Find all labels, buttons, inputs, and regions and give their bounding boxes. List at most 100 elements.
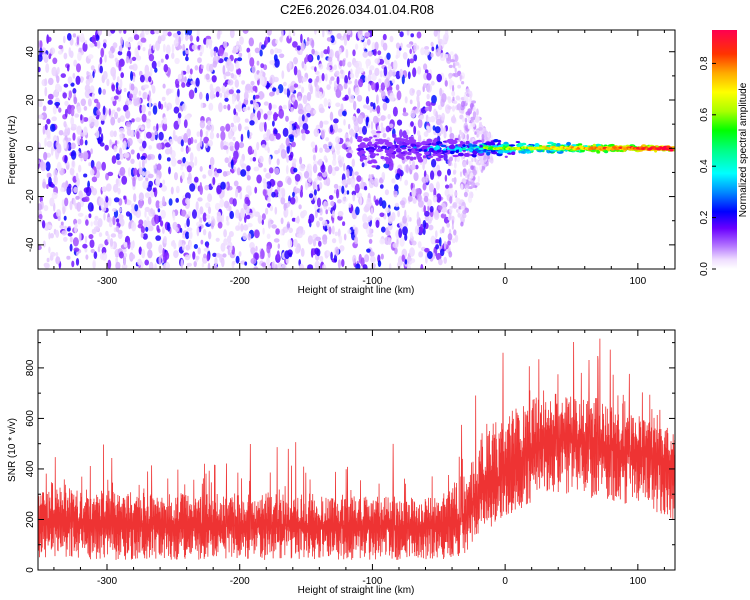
- spectrogram-blob: [431, 46, 435, 52]
- spectrogram-blob: [187, 30, 193, 36]
- carrier-mark: [400, 139, 406, 142]
- spectrogram-image: [38, 30, 675, 269]
- spectrogram-blob: [444, 53, 449, 59]
- carrier-mark: [468, 143, 473, 147]
- carrier-mark: [371, 165, 378, 168]
- spectrogram-blob: [325, 30, 329, 33]
- spectrogram-blob: [95, 34, 100, 42]
- spectrogram-blob: [57, 50, 63, 55]
- spectrogram-x-label: Height of straight line (km): [298, 285, 415, 296]
- spectrogram-blob: [185, 197, 191, 205]
- spectrogram-blob: [158, 153, 162, 161]
- spectrogram-blob: [129, 253, 136, 260]
- spectrogram-blob: [467, 125, 473, 130]
- spectrogram-blob: [208, 39, 212, 50]
- spectrogram-blob: [312, 181, 317, 189]
- spectrogram-blob: [353, 62, 360, 68]
- spectrogram-blob: [254, 229, 260, 239]
- spectrogram-blob: [471, 157, 474, 163]
- spectrogram-blob: [42, 53, 48, 61]
- spectrogram-blob: [221, 85, 226, 94]
- spectrogram-blob: [295, 246, 300, 254]
- spectrogram-blob: [447, 233, 453, 241]
- spectrogram-blob: [367, 50, 373, 57]
- spectrogram-blob: [410, 33, 415, 38]
- spectrogram-blob: [179, 227, 183, 233]
- spectrogram-blob: [287, 177, 292, 186]
- spectrogram-blob: [162, 83, 166, 89]
- spectrogram-blob: [69, 243, 73, 252]
- spectrogram-blob: [256, 174, 262, 184]
- spectrogram-blob: [90, 159, 95, 169]
- spectrogram-blob: [214, 257, 218, 266]
- carrier-mark: [386, 142, 393, 147]
- spectrogram-blob: [212, 176, 216, 186]
- spectrogram-blob: [216, 168, 223, 174]
- carrier-mark: [422, 155, 427, 159]
- spectrogram-blob: [327, 56, 333, 62]
- spectrogram-blob: [349, 136, 353, 144]
- spectrogram-blob: [331, 225, 335, 235]
- spectrogram-blob: [68, 90, 72, 99]
- spectrogram-blob: [412, 67, 417, 78]
- spectrogram-blob: [271, 261, 276, 269]
- spectrogram-blob: [370, 129, 377, 135]
- spectrogram-blob: [280, 229, 283, 236]
- carrier-mark: [493, 139, 499, 143]
- spectrogram-blob: [304, 129, 310, 135]
- spectrogram-blob: [270, 48, 274, 55]
- spectrogram-blob: [66, 227, 71, 232]
- spectrogram-blob: [69, 200, 73, 211]
- spectrogram-blob: [347, 229, 352, 235]
- spectrogram-blob: [301, 132, 306, 141]
- spectrogram-blob: [169, 138, 174, 145]
- spectrogram-blob: [460, 221, 464, 227]
- spectrogram-blob: [140, 37, 147, 43]
- spectrogram-blob: [442, 33, 449, 44]
- spectrogram-blob: [199, 51, 203, 57]
- spectrogram-blob: [175, 96, 180, 106]
- carrier-mark: [375, 153, 380, 156]
- spectrogram-blob: [364, 158, 368, 167]
- spectrogram-blob: [419, 115, 425, 120]
- spectrogram-blob: [229, 62, 234, 72]
- spectrogram-blob: [402, 52, 408, 60]
- spectrogram-blob: [127, 167, 132, 177]
- spectrogram-blob: [112, 42, 118, 49]
- spectrogram-blob: [333, 123, 339, 133]
- spectrogram-blob: [117, 93, 122, 102]
- spectrogram-blob: [423, 63, 428, 71]
- spectrogram-blob: [427, 116, 433, 123]
- spectrogram-blob: [127, 240, 131, 250]
- spectrogram-blob: [122, 248, 127, 253]
- spectrogram-blob: [322, 143, 328, 150]
- spectrogram-blob: [171, 43, 175, 54]
- snr-x-tick-label: -100: [362, 576, 382, 587]
- spectrogram-blob: [386, 230, 391, 236]
- carrier-mark: [358, 146, 363, 149]
- spectrogram-blob: [383, 163, 390, 169]
- spectrogram-blob: [189, 232, 193, 239]
- spectrogram-blob: [274, 206, 278, 215]
- spectrogram-blob: [120, 36, 123, 46]
- spectrogram-blob: [380, 115, 386, 122]
- spectrogram-blob: [354, 183, 360, 194]
- spectrogram-blob: [99, 65, 103, 74]
- spectrogram-blob: [117, 229, 123, 235]
- spectrogram-blob: [435, 118, 442, 126]
- spectrogram-blob: [70, 106, 75, 117]
- spectrogram-blob: [451, 178, 455, 182]
- spectrogram-blob: [263, 64, 268, 71]
- spectrogram-blob: [61, 230, 68, 236]
- spectrogram-blob: [382, 132, 387, 138]
- spectrogram-blob: [123, 104, 129, 112]
- spectrogram-blob: [293, 125, 297, 130]
- spectrogram-blob: [175, 185, 180, 194]
- spectrogram-blob: [475, 116, 480, 123]
- carrier-mark: [413, 156, 417, 160]
- spectrogram-blob: [424, 106, 430, 112]
- spectrogram-blob: [216, 252, 221, 258]
- spectrogram-blob: [219, 198, 225, 208]
- spectrogram-blob: [102, 105, 106, 116]
- spectrogram-blob: [199, 137, 203, 148]
